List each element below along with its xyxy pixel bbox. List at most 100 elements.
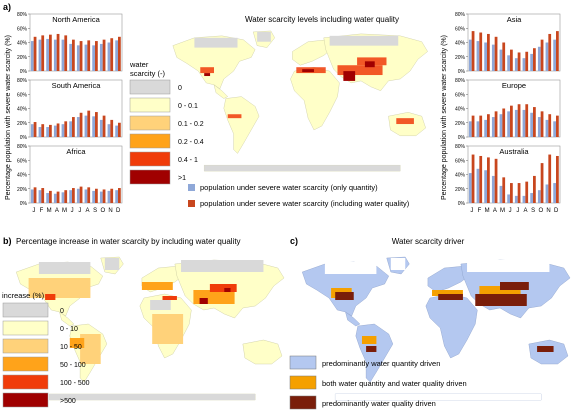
bar: [38, 39, 42, 71]
bar: [61, 124, 65, 137]
bar: [69, 43, 73, 71]
y-tick-label: 40%: [17, 41, 28, 47]
bar: [69, 121, 73, 137]
bar: [545, 184, 549, 203]
bar: [540, 39, 544, 71]
legend-swatch: [129, 169, 171, 185]
bar: [30, 189, 34, 203]
panel-a-title: Water scarcity levels including water qu…: [245, 15, 399, 24]
bar: [38, 190, 42, 203]
legend-label: 0 - 0.1: [178, 103, 198, 110]
bar: [487, 157, 490, 203]
bar: [49, 190, 52, 203]
bar: [540, 111, 544, 137]
bar: [540, 163, 544, 203]
panel-b-legend-title: increase (%): [2, 291, 45, 300]
panel-letter-b: b): [3, 236, 12, 246]
y-tick-label: 80%: [455, 78, 466, 84]
bar: [548, 33, 552, 71]
bar: [118, 36, 121, 71]
bar: [537, 46, 541, 71]
bar: [33, 122, 37, 137]
bar: [53, 193, 57, 203]
bar: [110, 188, 114, 203]
bar: [533, 175, 536, 203]
bar: [95, 41, 98, 71]
bar: [476, 41, 480, 71]
bar: [517, 52, 521, 71]
bar: [510, 49, 513, 71]
bar: [507, 194, 511, 203]
bar: [46, 193, 50, 203]
bar: [517, 104, 521, 137]
bar: [556, 31, 559, 72]
legend-label: both water quantity and water quality dr…: [322, 379, 467, 388]
bar: [484, 42, 488, 71]
bar: [468, 173, 472, 203]
bar: [537, 117, 541, 137]
x-tick-label: J: [32, 208, 35, 214]
chart-frame: [467, 79, 561, 138]
series-label: population under severe water scarcity (…: [200, 183, 378, 192]
bar: [537, 190, 541, 203]
bar: [476, 121, 480, 137]
legend-swatch: [2, 338, 49, 354]
bar: [64, 121, 68, 137]
panel-a-legend-title-line2: scarcity (-): [130, 69, 165, 78]
x-tick-label: D: [554, 208, 559, 214]
chart-title: North America: [52, 15, 100, 24]
chart-frame: [467, 13, 561, 72]
bar: [64, 35, 68, 71]
bar: [95, 188, 98, 203]
bar: [533, 48, 536, 71]
bar: [494, 158, 498, 203]
bar: [30, 41, 34, 71]
map-water-scarcity: [172, 30, 429, 172]
bar: [87, 187, 91, 203]
y-tick-label: 0%: [20, 201, 28, 207]
series-swatch: [188, 200, 195, 207]
x-tick-label: F: [40, 208, 44, 214]
x-tick-label: S: [93, 208, 97, 214]
x-tick-label: D: [116, 208, 121, 214]
bar: [56, 123, 60, 137]
series-legend: population under severe water scarcity (…: [188, 183, 410, 208]
x-tick-label: J: [78, 208, 81, 214]
right-ylabel: Percentage population with severe water …: [441, 35, 448, 200]
legend-swatch: [129, 97, 171, 113]
y-tick-label: 80%: [17, 144, 28, 150]
bar: [84, 44, 88, 71]
bar-chart-south-america: South America 0% 20% 40% 60% 80%: [17, 78, 123, 141]
bar: [525, 51, 529, 71]
bar: [110, 38, 114, 71]
bar: [545, 42, 549, 71]
legend-label: 0: [60, 308, 64, 315]
x-tick-label: M: [500, 208, 505, 214]
bar: [533, 107, 536, 137]
legend-swatch: [2, 320, 49, 336]
x-tick-label: M: [485, 208, 490, 214]
y-tick-label: 60%: [17, 92, 28, 98]
bar: [56, 191, 60, 203]
bar: [468, 121, 472, 137]
left-ylabel: Percentage population with severe water …: [5, 35, 12, 200]
legend-label: 0: [178, 85, 182, 92]
bar: [46, 38, 50, 71]
bar: [72, 39, 75, 71]
x-tick-label: N: [546, 208, 550, 214]
bar: [471, 154, 475, 203]
y-tick-label: 80%: [455, 144, 466, 150]
chart-title: South America: [52, 81, 102, 90]
x-tick-label: S: [531, 208, 535, 214]
bar: [72, 188, 75, 203]
chart-frame: [29, 13, 123, 72]
bar: [99, 43, 103, 71]
bar: [556, 155, 559, 203]
x-tick-label: M: [47, 208, 52, 214]
bar: [92, 45, 96, 71]
bar: [522, 58, 526, 71]
bar: [72, 117, 75, 137]
bar: [49, 34, 52, 71]
bar: [517, 183, 521, 203]
